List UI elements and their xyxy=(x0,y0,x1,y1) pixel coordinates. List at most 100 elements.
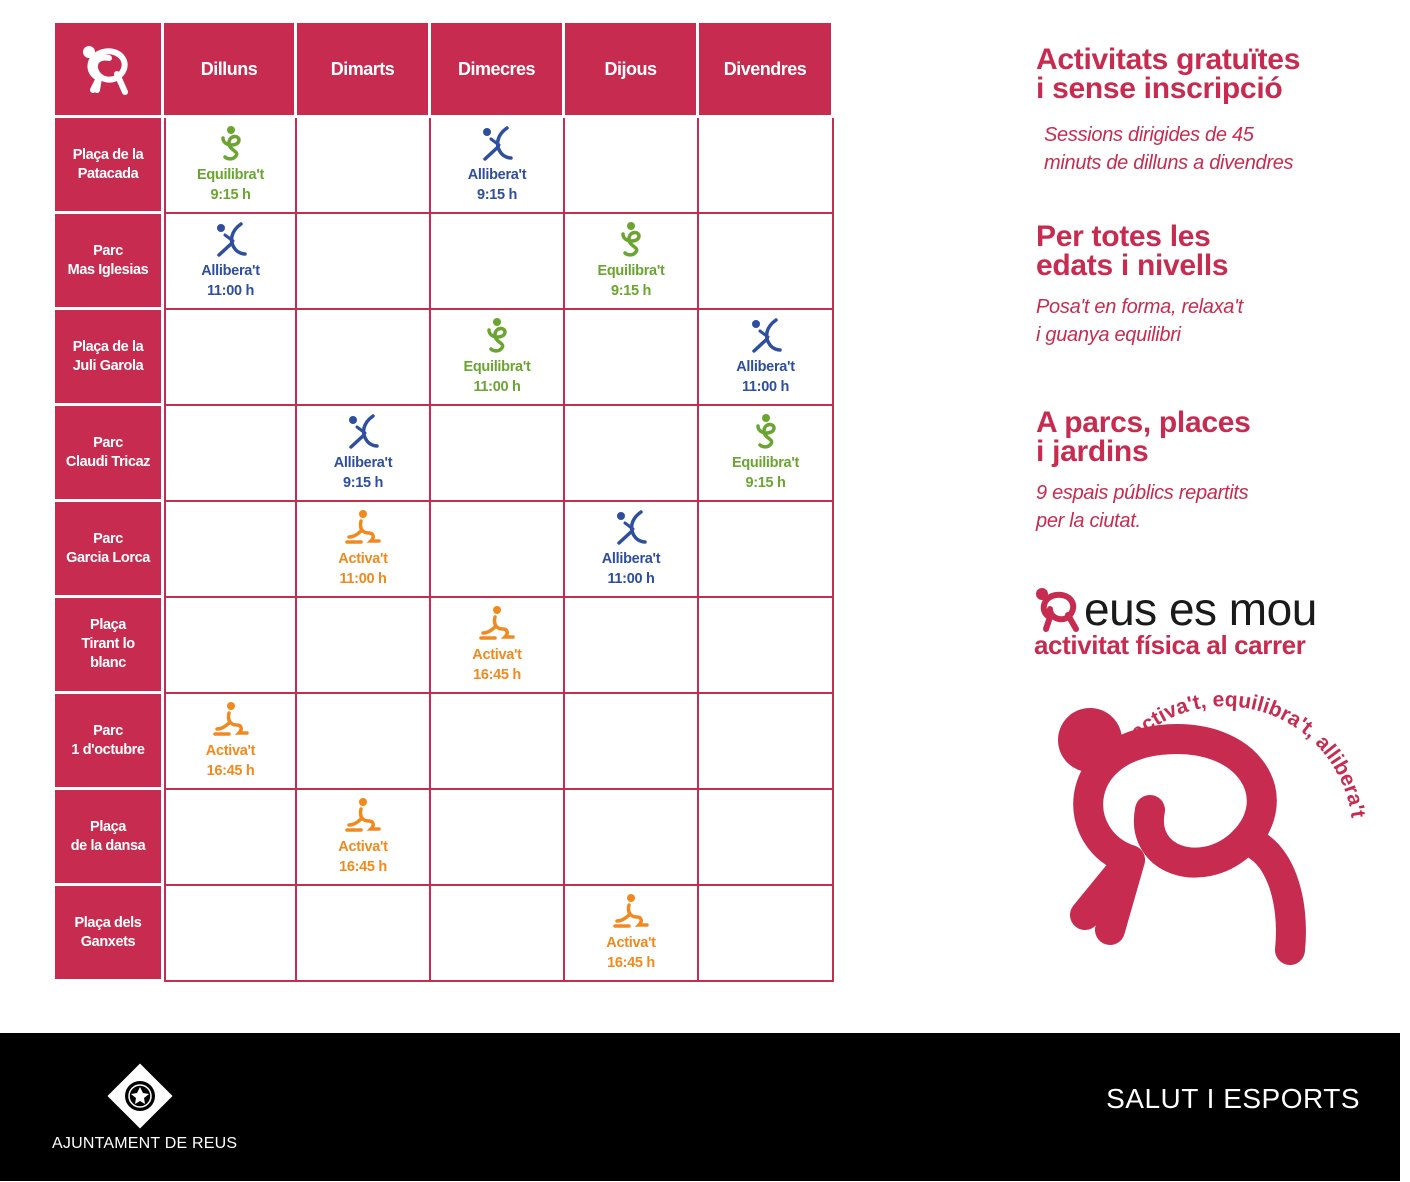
activity-name: Activa't xyxy=(606,935,656,951)
session-time: 11:00 h xyxy=(741,379,790,395)
session-time: 16:45 h xyxy=(473,667,521,683)
session-time: 11:00 h xyxy=(473,379,521,395)
schedule-cell: Allibera't 11:00 h xyxy=(699,310,834,406)
activity-name: Allibera't xyxy=(467,167,527,183)
schedule-cell xyxy=(297,214,431,310)
schedule-cell xyxy=(565,406,699,502)
schedule-cell: Equilibra't 9:15 h xyxy=(699,406,834,502)
day-header-dimarts: Dimarts xyxy=(297,23,431,118)
corner-logo-cell xyxy=(55,23,164,118)
schedule-cell: Allibera't 9:15 h xyxy=(431,118,565,214)
schedule-cell: Activa't 11:00 h xyxy=(297,502,431,598)
schedule-cell xyxy=(699,790,834,886)
schedule-cell: Activa't 16:45 h xyxy=(565,886,699,982)
activity-name: Allibera't xyxy=(601,551,661,567)
info-text: 9 espais públics repartits per la ciutat… xyxy=(1036,482,1249,532)
brand-subtitle: activitat física al carrer xyxy=(1034,630,1306,660)
footer-bar: AJUNTAMENT DE REUS SALUT I ESPORTS xyxy=(0,1033,1400,1181)
schedule-cell xyxy=(565,118,699,214)
balance-figure-icon xyxy=(746,413,786,453)
location-name: Parc Garcia Lorca xyxy=(55,502,164,598)
info-block-places: A parcs, places i jardins 9 espais públi… xyxy=(1036,408,1376,535)
schedule-table: Dilluns Dimarts Dimecres Dijous Divendres Pla… xyxy=(55,23,834,982)
schedule-cell: Activa't 16:45 h xyxy=(431,598,565,694)
activity-name: Activa't xyxy=(338,551,388,567)
location-name: Parc Mas Iglesias xyxy=(55,214,164,310)
stretch-figure-icon xyxy=(746,317,786,357)
brand-title-text: eus es mou xyxy=(1084,583,1317,635)
location-name: Plaça de la Patacada xyxy=(55,118,164,214)
location-name: Parc 1 d'octubre xyxy=(55,694,164,790)
stretch-figure-icon xyxy=(611,509,651,549)
location-name: Plaça de la dansa xyxy=(55,790,164,886)
info-heading: Activitats gratuïtes i sense inscripció xyxy=(1036,43,1301,105)
schedule-cell xyxy=(565,790,699,886)
session-time: 11:00 h xyxy=(206,283,255,299)
location-name: Plaça de la Juli Garola xyxy=(55,310,164,406)
schedule-cell xyxy=(699,118,834,214)
activity-name: Allibera't xyxy=(736,359,795,375)
activity-name: Activa't xyxy=(472,647,522,663)
session-time: 9:15 h xyxy=(476,187,518,203)
session-time: 9:15 h xyxy=(745,475,786,491)
session-time: 9:15 h xyxy=(210,187,251,203)
schedule-cell xyxy=(297,694,431,790)
schedule-cell: Equilibra't 9:15 h xyxy=(164,118,297,214)
info-block-levels: Per totes les edats i nivells Posa't en … xyxy=(1036,222,1376,349)
schedule-cell xyxy=(164,886,297,982)
active-figure-icon xyxy=(477,605,517,645)
info-heading: Per totes les edats i nivells xyxy=(1036,220,1229,282)
balance-figure-icon xyxy=(611,221,651,261)
schedule-cell xyxy=(431,406,565,502)
schedule-cell: Equilibra't 9:15 h xyxy=(565,214,699,310)
schedule-cell: Activa't 16:45 h xyxy=(164,694,297,790)
ajuntament-crest-icon xyxy=(107,1063,173,1129)
brand-title: eus es mou xyxy=(1034,584,1317,634)
schedule-cell xyxy=(565,310,699,406)
activity-name: Activa't xyxy=(205,743,256,759)
info-block-free: Activitats gratuïtes i sense inscripció … xyxy=(1036,45,1376,177)
session-time: 16:45 h xyxy=(339,859,387,875)
schedule-cell xyxy=(699,502,834,598)
day-header-dilluns: Dilluns xyxy=(164,23,297,118)
info-heading: A parcs, places i jardins xyxy=(1036,406,1251,468)
reus-r-logo-icon xyxy=(1036,588,1079,632)
schedule-cell xyxy=(699,214,834,310)
balance-figure-icon xyxy=(211,125,251,165)
activity-name: Equilibra't xyxy=(463,359,531,375)
session-time: 9:15 h xyxy=(610,283,652,299)
schedule-cell xyxy=(431,790,565,886)
schedule-cell xyxy=(297,118,431,214)
schedule-cell: Activa't 16:45 h xyxy=(297,790,431,886)
schedule-cell xyxy=(297,886,431,982)
activity-name: Equilibra't xyxy=(597,263,665,279)
schedule-cell xyxy=(164,310,297,406)
schedule-cell: Allibera't 11:00 h xyxy=(565,502,699,598)
info-text: Posa't en forma, relaxa't i guanya equil… xyxy=(1036,296,1243,346)
stretch-figure-icon xyxy=(343,413,383,453)
location-name: Plaça Tirant lo blanc xyxy=(55,598,164,694)
schedule-cell xyxy=(164,502,297,598)
schedule-cell: Equilibra't 11:00 h xyxy=(431,310,565,406)
reus-es-mou-logo-icon xyxy=(83,46,128,95)
info-text: Sessions dirigides de 45 minuts de dillu… xyxy=(1044,124,1294,174)
brand-lockup: eus es mou activitat física al carrer xyxy=(1034,584,1317,660)
activity-name: Allibera't xyxy=(201,263,260,279)
activity-name: Allibera't xyxy=(333,455,393,471)
session-time: 16:45 h xyxy=(607,955,655,971)
schedule-cell xyxy=(699,598,834,694)
schedule-cell xyxy=(699,694,834,790)
schedule-cell xyxy=(164,790,297,886)
session-time: 16:45 h xyxy=(206,763,255,779)
stretch-figure-icon xyxy=(211,221,251,261)
schedule-cell xyxy=(431,214,565,310)
stretch-figure-icon xyxy=(477,125,517,165)
big-reus-figure-logo: activa't, equilibra't, allibera't xyxy=(1058,688,1370,965)
active-figure-icon xyxy=(343,797,383,837)
schedule-cell: Allibera't 9:15 h xyxy=(297,406,431,502)
council-name: AJUNTAMENT DE REUS xyxy=(52,1135,238,1152)
location-name: Plaça dels Ganxets xyxy=(55,886,164,982)
balance-figure-icon xyxy=(477,317,517,357)
active-figure-icon xyxy=(343,509,383,549)
session-time: 9:15 h xyxy=(342,475,384,491)
